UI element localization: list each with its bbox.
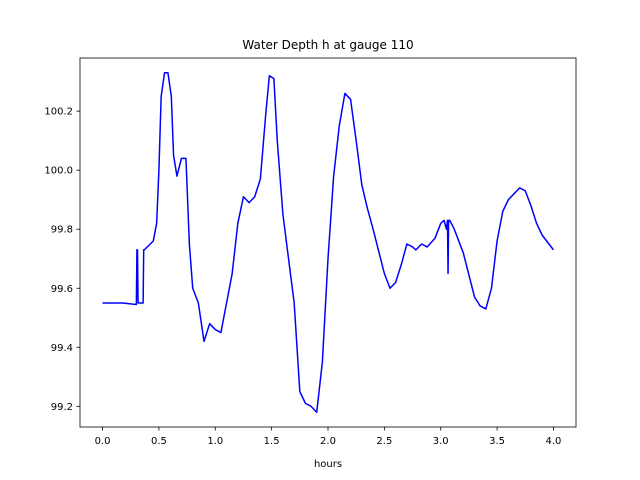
x-tick-label: 3.5 [489,436,505,447]
chart-title: Water Depth h at gauge 110 [242,38,413,52]
y-tick-label: 99.6 [51,284,73,295]
series-line [102,72,555,413]
x-tick-label: 1.5 [264,436,280,447]
y-tick-label: 99.2 [51,402,73,413]
y-tick-label: 99.8 [51,225,73,236]
y-tick-label: 99.4 [51,343,73,354]
x-axis: 0.0 0.5 1.0 1.5 2.0 2.5 3.0 3.5 4.0 [95,427,562,447]
y-axis: 99.2 99.4 99.6 99.8 100.0 100.2 [44,107,80,413]
y-tick-label: 100.0 [44,166,73,177]
x-tick-label: 2.5 [376,436,392,447]
x-tick-label: 0.5 [151,436,167,447]
x-axis-label: hours [314,459,342,470]
x-tick-label: 0.0 [95,436,111,447]
x-tick-label: 4.0 [546,436,562,447]
y-tick-label: 100.2 [44,107,73,118]
x-tick-label: 1.0 [207,436,223,447]
x-tick-label: 2.0 [320,436,336,447]
x-tick-label: 3.0 [433,436,449,447]
